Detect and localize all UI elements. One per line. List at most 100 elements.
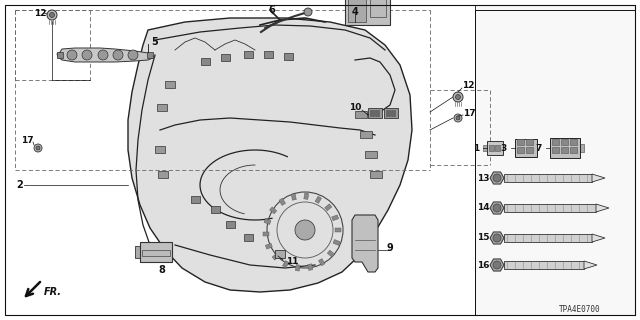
Bar bbox=[135, 246, 145, 258]
Polygon shape bbox=[592, 234, 605, 242]
Bar bbox=[375, 110, 379, 116]
Polygon shape bbox=[584, 261, 597, 269]
Text: 3: 3 bbox=[500, 143, 507, 153]
Bar bbox=[391, 110, 395, 116]
Bar bbox=[348, 0, 366, 22]
Bar bbox=[550, 138, 580, 158]
Bar bbox=[360, 131, 372, 138]
Text: 15: 15 bbox=[477, 234, 489, 243]
Bar bbox=[226, 221, 235, 228]
Polygon shape bbox=[352, 215, 378, 272]
Text: 4: 4 bbox=[351, 7, 358, 17]
Circle shape bbox=[34, 144, 42, 152]
Bar bbox=[384, 108, 398, 118]
Text: 12: 12 bbox=[34, 9, 46, 18]
Bar bbox=[515, 139, 537, 157]
Polygon shape bbox=[57, 48, 155, 62]
Text: 1: 1 bbox=[473, 143, 479, 153]
Text: 6: 6 bbox=[269, 5, 275, 15]
Bar bbox=[365, 151, 377, 158]
Bar bbox=[487, 141, 503, 155]
Bar bbox=[263, 232, 269, 236]
Circle shape bbox=[295, 220, 315, 240]
Bar bbox=[264, 51, 273, 58]
Circle shape bbox=[98, 50, 108, 60]
Bar bbox=[561, 139, 568, 145]
Text: 12: 12 bbox=[462, 81, 474, 90]
Circle shape bbox=[128, 50, 138, 60]
Circle shape bbox=[82, 50, 92, 60]
Text: 13: 13 bbox=[477, 173, 489, 182]
Bar bbox=[275, 250, 285, 258]
Polygon shape bbox=[490, 202, 504, 214]
Bar bbox=[284, 53, 293, 60]
Text: 17: 17 bbox=[463, 108, 476, 117]
Bar bbox=[483, 145, 488, 151]
Bar bbox=[57, 52, 63, 58]
Bar bbox=[291, 194, 296, 200]
Bar bbox=[561, 147, 568, 153]
Bar bbox=[504, 234, 592, 242]
Circle shape bbox=[493, 261, 501, 269]
Bar bbox=[495, 145, 500, 151]
Bar bbox=[370, 171, 382, 178]
Polygon shape bbox=[490, 232, 504, 244]
Polygon shape bbox=[592, 174, 605, 182]
Bar bbox=[140, 242, 172, 262]
Text: 8: 8 bbox=[159, 265, 165, 275]
Circle shape bbox=[454, 114, 462, 122]
Bar bbox=[324, 204, 332, 211]
Text: TPA4E0700: TPA4E0700 bbox=[559, 306, 601, 315]
Bar bbox=[191, 196, 200, 203]
Polygon shape bbox=[490, 259, 504, 271]
Bar bbox=[244, 234, 253, 241]
Bar bbox=[269, 207, 276, 214]
Circle shape bbox=[113, 50, 123, 60]
Bar bbox=[570, 147, 577, 153]
Text: 5: 5 bbox=[152, 37, 158, 47]
Bar bbox=[552, 147, 559, 153]
Bar bbox=[211, 206, 220, 213]
Circle shape bbox=[456, 116, 460, 120]
Bar bbox=[319, 259, 325, 266]
Text: 16: 16 bbox=[477, 260, 489, 269]
Circle shape bbox=[493, 204, 501, 212]
Bar bbox=[368, 108, 382, 118]
Bar bbox=[221, 54, 230, 61]
Bar bbox=[370, 110, 374, 116]
Text: 7: 7 bbox=[536, 143, 542, 153]
Bar bbox=[504, 261, 584, 269]
Bar bbox=[158, 171, 168, 178]
Circle shape bbox=[304, 8, 312, 16]
Bar bbox=[345, 0, 390, 25]
Bar bbox=[332, 215, 339, 221]
Circle shape bbox=[456, 94, 461, 100]
Polygon shape bbox=[490, 172, 504, 184]
Bar bbox=[308, 264, 313, 270]
Bar bbox=[517, 139, 524, 145]
Bar bbox=[295, 265, 300, 271]
Circle shape bbox=[493, 174, 501, 182]
Bar bbox=[526, 139, 533, 145]
Circle shape bbox=[49, 12, 54, 18]
Bar bbox=[201, 58, 210, 65]
Bar bbox=[370, 0, 386, 17]
Circle shape bbox=[36, 146, 40, 150]
Bar bbox=[526, 147, 533, 153]
Text: 9: 9 bbox=[387, 243, 394, 253]
Bar bbox=[279, 198, 285, 205]
Bar bbox=[282, 260, 289, 268]
Bar bbox=[244, 51, 253, 58]
Text: 17: 17 bbox=[20, 135, 33, 145]
Bar bbox=[570, 139, 577, 145]
Circle shape bbox=[47, 10, 57, 20]
Circle shape bbox=[453, 92, 463, 102]
Bar bbox=[266, 243, 273, 249]
Bar bbox=[327, 250, 335, 257]
Bar bbox=[147, 52, 153, 58]
Bar bbox=[504, 174, 592, 182]
Bar bbox=[155, 146, 165, 153]
Text: 11: 11 bbox=[286, 258, 298, 267]
Bar bbox=[475, 5, 635, 315]
Bar bbox=[333, 240, 340, 245]
